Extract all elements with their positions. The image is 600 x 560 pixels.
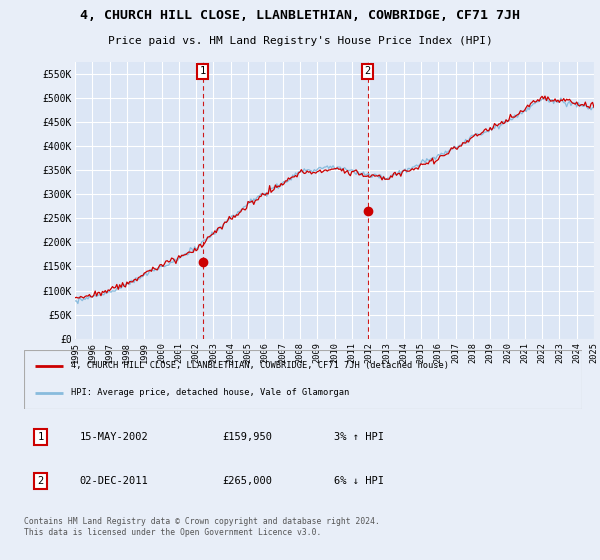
Text: 15-MAY-2002: 15-MAY-2002: [80, 432, 149, 442]
Text: 4, CHURCH HILL CLOSE, LLANBLETHIAN, COWBRIDGE, CF71 7JH (detached house): 4, CHURCH HILL CLOSE, LLANBLETHIAN, COWB…: [71, 361, 449, 370]
Text: 6% ↓ HPI: 6% ↓ HPI: [334, 476, 383, 486]
Text: 1: 1: [199, 66, 206, 76]
Text: Contains HM Land Registry data © Crown copyright and database right 2024.
This d: Contains HM Land Registry data © Crown c…: [24, 517, 380, 536]
Text: 2: 2: [365, 66, 371, 76]
Text: £265,000: £265,000: [222, 476, 272, 486]
Text: 02-DEC-2011: 02-DEC-2011: [80, 476, 149, 486]
Text: 4, CHURCH HILL CLOSE, LLANBLETHIAN, COWBRIDGE, CF71 7JH: 4, CHURCH HILL CLOSE, LLANBLETHIAN, COWB…: [80, 9, 520, 22]
Text: 2: 2: [38, 476, 44, 486]
Text: 3% ↑ HPI: 3% ↑ HPI: [334, 432, 383, 442]
Text: HPI: Average price, detached house, Vale of Glamorgan: HPI: Average price, detached house, Vale…: [71, 389, 350, 398]
Text: £159,950: £159,950: [222, 432, 272, 442]
Text: Price paid vs. HM Land Registry's House Price Index (HPI): Price paid vs. HM Land Registry's House …: [107, 36, 493, 46]
Text: 1: 1: [38, 432, 44, 442]
